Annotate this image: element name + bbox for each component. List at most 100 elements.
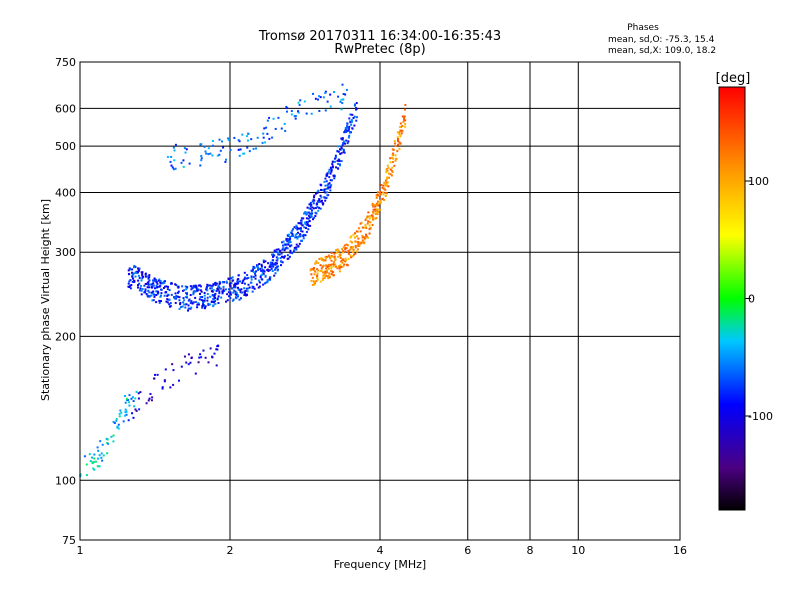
data-point [343,244,346,247]
data-point [298,222,301,225]
y-axis-label: Stationary phase Virtual Height [km] [39,199,52,401]
data-point [318,198,321,201]
data-point [347,136,350,139]
data-point [371,202,374,205]
data-point [294,236,297,239]
data-point [311,276,314,279]
data-point [351,120,354,123]
data-point [355,102,358,105]
data-point [325,267,328,270]
data-point [215,348,218,351]
data-point [376,208,379,211]
data-point [333,255,336,258]
data-point [279,250,282,253]
data-point [155,281,158,284]
data-point [368,215,371,218]
data-point [319,200,322,203]
data-point [329,105,332,108]
data-point [255,270,258,273]
data-point [263,127,266,130]
data-point [341,261,344,264]
data-point [174,167,177,170]
data-point [360,241,363,244]
data-point [228,282,231,285]
data-point [146,275,149,278]
data-point [319,194,322,197]
data-point [304,227,307,230]
data-point [300,219,303,222]
data-point [316,190,319,193]
data-point [115,419,118,422]
data-point [132,416,135,419]
data-point [354,240,357,243]
colorbar [718,86,746,511]
x-axis-label: Frequency [MHz] [334,558,426,571]
data-point [338,265,341,268]
data-point [173,159,176,162]
data-point [319,257,322,260]
data-point [313,283,316,286]
data-point [213,299,216,302]
data-point [168,298,171,301]
data-point [252,268,255,271]
data-point [172,369,175,372]
data-point [385,181,388,184]
data-point [141,288,144,291]
data-point [309,201,312,204]
data-point [283,243,286,246]
data-point [183,147,186,150]
data-point [214,283,217,286]
data-point [170,293,173,296]
data-point [321,278,324,281]
data-point [335,249,338,252]
data-point [337,249,340,252]
y-tick-label: 400 [55,186,76,199]
data-point [336,150,339,153]
data-point [174,283,177,286]
data-point [382,191,385,194]
data-point [354,244,357,247]
data-point [320,258,323,261]
data-point [230,277,233,280]
data-point [283,255,286,258]
data-point [324,199,327,202]
data-point [129,284,132,287]
data-point [315,280,318,283]
data-point [327,267,330,270]
data-point [219,287,222,290]
data-point [326,269,329,272]
data-point [257,269,260,272]
data-point [284,247,287,250]
data-point [241,133,244,136]
data-point [353,104,356,107]
data-point [236,280,239,283]
y-tick-label: 750 [55,56,76,69]
data-point [276,259,279,262]
data-point [302,235,305,238]
data-point [244,289,247,292]
data-point [226,293,229,296]
data-point [304,211,307,214]
data-point [83,455,86,458]
data-point [347,128,350,131]
data-point [271,253,274,256]
data-point [251,286,254,289]
data-point [368,228,371,231]
data-point [233,289,236,292]
data-point [314,280,317,283]
data-point [393,140,396,143]
data-point [324,259,327,262]
data-point [188,298,191,301]
data-point [209,295,212,298]
data-point [326,194,329,197]
data-point [340,152,343,155]
data-point [302,233,305,236]
data-point [203,145,206,148]
data-point [403,115,406,118]
data-point [375,209,378,212]
data-point [258,263,261,266]
data-point [339,100,342,103]
data-point [222,285,225,288]
data-point [289,249,292,252]
data-point [166,294,169,297]
